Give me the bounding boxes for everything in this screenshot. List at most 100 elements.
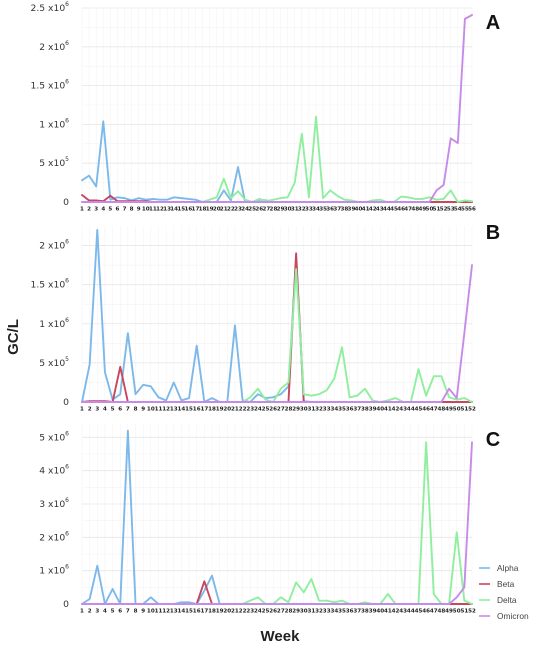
x-tick-label: 13 xyxy=(163,207,171,213)
x-tick-label: 34 xyxy=(312,207,320,213)
x-tick-label: 4 xyxy=(103,407,107,413)
x-tick-label: 26 xyxy=(269,609,277,615)
x-tick-label: 49 xyxy=(445,407,453,413)
x-tick-label: 45 xyxy=(390,207,398,213)
x-tick-label: 46 xyxy=(422,609,430,615)
x-tick-label: 7 xyxy=(126,609,130,615)
legend-label-omicron: Omicron xyxy=(497,611,529,621)
x-tick-label: 34 xyxy=(330,609,338,615)
x-tick-label: 46 xyxy=(397,207,405,213)
x-tick-label: 7 xyxy=(123,207,127,213)
series-line-alpha xyxy=(81,120,473,203)
x-tick-label: 3 xyxy=(94,207,98,213)
y-tick-label: 5 x106 xyxy=(39,430,69,443)
x-tick-label: 2 xyxy=(88,609,92,615)
x-tick-label: 12 xyxy=(162,609,170,615)
y-tick-label: 0 xyxy=(63,197,69,208)
x-tick-label: 3 xyxy=(95,407,99,413)
x-tick-label: 39 xyxy=(369,407,377,413)
x-tick-label: 28 xyxy=(270,207,278,213)
x-tick-label: 11 xyxy=(155,407,163,413)
x-tick-label: 2 xyxy=(88,407,92,413)
x-tick-label: 4 xyxy=(103,609,107,615)
x-tick-label: 48 xyxy=(438,609,446,615)
panel-letter-c: C xyxy=(486,429,500,451)
x-tick-label: 5 xyxy=(111,407,115,413)
x-tick-label: 47 xyxy=(430,407,438,413)
x-tick-label: 29 xyxy=(292,407,300,413)
x-tick-label: 19 xyxy=(216,609,224,615)
x-tick-label: 56 xyxy=(468,207,476,213)
y-tick-label: 1 x106 xyxy=(39,117,69,130)
y-tick-label: 2 x106 xyxy=(39,40,69,53)
x-tick-label: 20 xyxy=(223,407,231,413)
legend-label-delta: Delta xyxy=(497,595,517,605)
x-tick-label: 23 xyxy=(246,407,254,413)
x-tick-label: 55 xyxy=(461,207,469,213)
x-tick-label: 53 xyxy=(447,207,455,213)
x-tick-label: 38 xyxy=(361,609,369,615)
x-tick-label: 47 xyxy=(404,207,412,213)
x-tick-label: 34 xyxy=(330,407,338,413)
x-tick-label: 46 xyxy=(422,407,430,413)
x-tick-label: 32 xyxy=(298,207,306,213)
x-tick-label: 14 xyxy=(170,207,178,213)
x-tick-label: 6 xyxy=(118,407,122,413)
y-tick-label: 5 x105 xyxy=(39,356,69,369)
x-tick-label: 40 xyxy=(355,207,363,213)
y-tick-label: 2 x106 xyxy=(39,530,69,543)
x-axis-title: Week xyxy=(261,628,301,645)
series-line-alpha xyxy=(81,228,473,403)
panel-letter-a: A xyxy=(486,12,500,34)
x-tick-label: 22 xyxy=(239,609,247,615)
x-tick-label: 42 xyxy=(369,207,377,213)
x-tick-label: 24 xyxy=(254,407,262,413)
x-tick-label: 29 xyxy=(277,207,285,213)
x-tick-label: 31 xyxy=(308,609,316,615)
x-tick-label: 35 xyxy=(338,609,346,615)
y-tick-label: 1 x106 xyxy=(39,317,69,330)
x-tick-label: 32 xyxy=(315,407,323,413)
x-tick-label: 14 xyxy=(178,407,186,413)
x-tick-label: 25 xyxy=(262,407,270,413)
series-line-beta xyxy=(81,252,473,403)
x-tick-label: 24 xyxy=(254,609,262,615)
x-tick-label: 13 xyxy=(170,609,178,615)
x-tick-label: 38 xyxy=(361,407,369,413)
x-tick-label: 24 xyxy=(241,207,249,213)
x-tick-label: 25 xyxy=(262,609,270,615)
x-tick-label: 47 xyxy=(430,609,438,615)
x-tick-label: 52 xyxy=(468,407,476,413)
x-tick-label: 15 xyxy=(185,407,193,413)
x-tick-label: 16 xyxy=(193,609,201,615)
x-tick-label: 32 xyxy=(315,609,323,615)
x-tick-label: 8 xyxy=(134,407,138,413)
x-tick-label: 7 xyxy=(126,407,130,413)
x-tick-label: 22 xyxy=(239,407,247,413)
x-tick-label: 8 xyxy=(134,609,138,615)
x-tick-label: 42 xyxy=(392,407,400,413)
x-tick-label: 29 xyxy=(292,609,300,615)
x-tick-label: 5 xyxy=(108,207,112,213)
legend-label-beta: Beta xyxy=(497,579,515,589)
x-tick-label: 51 xyxy=(460,609,468,615)
x-tick-label: 39 xyxy=(369,609,377,615)
x-tick-label: 13 xyxy=(170,407,178,413)
x-tick-label: 26 xyxy=(269,407,277,413)
x-tick-label: 39 xyxy=(348,207,356,213)
x-tick-label: 42 xyxy=(392,609,400,615)
series-line-delta xyxy=(81,441,473,605)
x-tick-label: 37 xyxy=(333,207,341,213)
x-tick-label: 49 xyxy=(445,609,453,615)
x-tick-label: 18 xyxy=(208,609,216,615)
x-tick-label: 48 xyxy=(438,407,446,413)
series-line-alpha xyxy=(81,429,473,605)
x-tick-label: 35 xyxy=(319,207,327,213)
x-tick-label: 43 xyxy=(399,609,407,615)
x-tick-label: 6 xyxy=(116,207,120,213)
x-tick-label: 17 xyxy=(192,207,200,213)
series-line-omicron xyxy=(81,441,473,605)
